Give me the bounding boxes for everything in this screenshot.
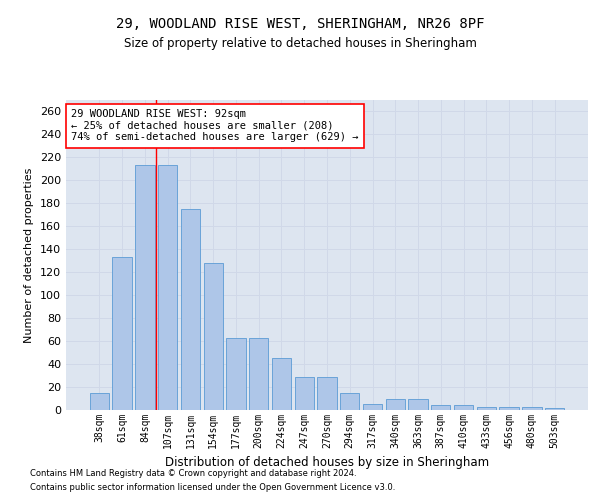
Bar — [135, 166, 155, 410]
Bar — [295, 376, 314, 410]
Text: Contains public sector information licensed under the Open Government Licence v3: Contains public sector information licen… — [30, 484, 395, 492]
Bar — [181, 209, 200, 410]
Text: 29, WOODLAND RISE WEST, SHERINGHAM, NR26 8PF: 29, WOODLAND RISE WEST, SHERINGHAM, NR26… — [116, 18, 484, 32]
Bar — [386, 398, 405, 410]
Bar — [90, 393, 109, 410]
Bar — [409, 398, 428, 410]
Bar — [112, 258, 132, 410]
Bar — [363, 404, 382, 410]
Text: Contains HM Land Registry data © Crown copyright and database right 2024.: Contains HM Land Registry data © Crown c… — [30, 468, 356, 477]
Bar — [476, 406, 496, 410]
Bar — [203, 263, 223, 410]
Bar — [499, 406, 519, 410]
Bar — [454, 406, 473, 410]
Y-axis label: Number of detached properties: Number of detached properties — [25, 168, 34, 342]
Bar — [522, 406, 542, 410]
Bar — [249, 338, 268, 410]
Bar — [431, 406, 451, 410]
Bar — [272, 358, 291, 410]
Bar — [340, 393, 359, 410]
Bar — [226, 338, 245, 410]
X-axis label: Distribution of detached houses by size in Sheringham: Distribution of detached houses by size … — [165, 456, 489, 469]
Text: Size of property relative to detached houses in Sheringham: Size of property relative to detached ho… — [124, 38, 476, 51]
Bar — [545, 408, 564, 410]
Bar — [317, 376, 337, 410]
Bar — [158, 166, 178, 410]
Text: 29 WOODLAND RISE WEST: 92sqm
← 25% of detached houses are smaller (208)
74% of s: 29 WOODLAND RISE WEST: 92sqm ← 25% of de… — [71, 110, 359, 142]
